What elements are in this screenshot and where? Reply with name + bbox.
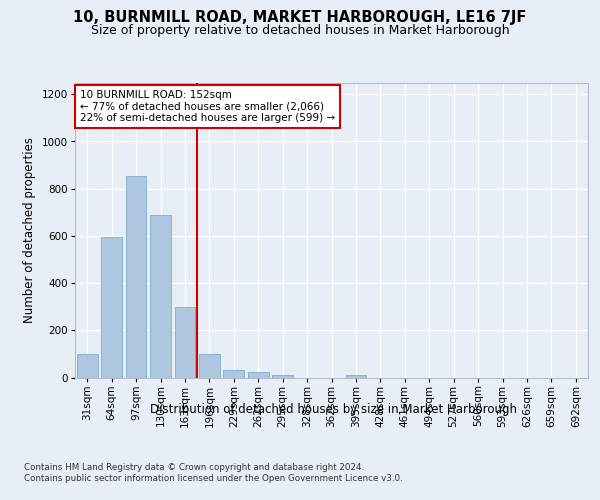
Bar xyxy=(346,374,367,378)
Text: 10, BURNMILL ROAD, MARKET HARBOROUGH, LE16 7JF: 10, BURNMILL ROAD, MARKET HARBOROUGH, LE… xyxy=(73,10,527,25)
Bar xyxy=(272,375,293,378)
Bar xyxy=(199,354,220,378)
Bar xyxy=(175,306,196,378)
Bar xyxy=(101,237,122,378)
Y-axis label: Number of detached properties: Number of detached properties xyxy=(23,137,36,323)
Bar xyxy=(77,354,98,378)
Text: Distribution of detached houses by size in Market Harborough: Distribution of detached houses by size … xyxy=(149,402,517,415)
Bar xyxy=(223,370,244,378)
Text: 10 BURNMILL ROAD: 152sqm
← 77% of detached houses are smaller (2,066)
22% of sem: 10 BURNMILL ROAD: 152sqm ← 77% of detach… xyxy=(80,90,335,123)
Text: Contains public sector information licensed under the Open Government Licence v3: Contains public sector information licen… xyxy=(24,474,403,483)
Text: Size of property relative to detached houses in Market Harborough: Size of property relative to detached ho… xyxy=(91,24,509,37)
Bar xyxy=(150,214,171,378)
Bar xyxy=(125,176,146,378)
Bar xyxy=(248,372,269,378)
Text: Contains HM Land Registry data © Crown copyright and database right 2024.: Contains HM Land Registry data © Crown c… xyxy=(24,462,364,471)
